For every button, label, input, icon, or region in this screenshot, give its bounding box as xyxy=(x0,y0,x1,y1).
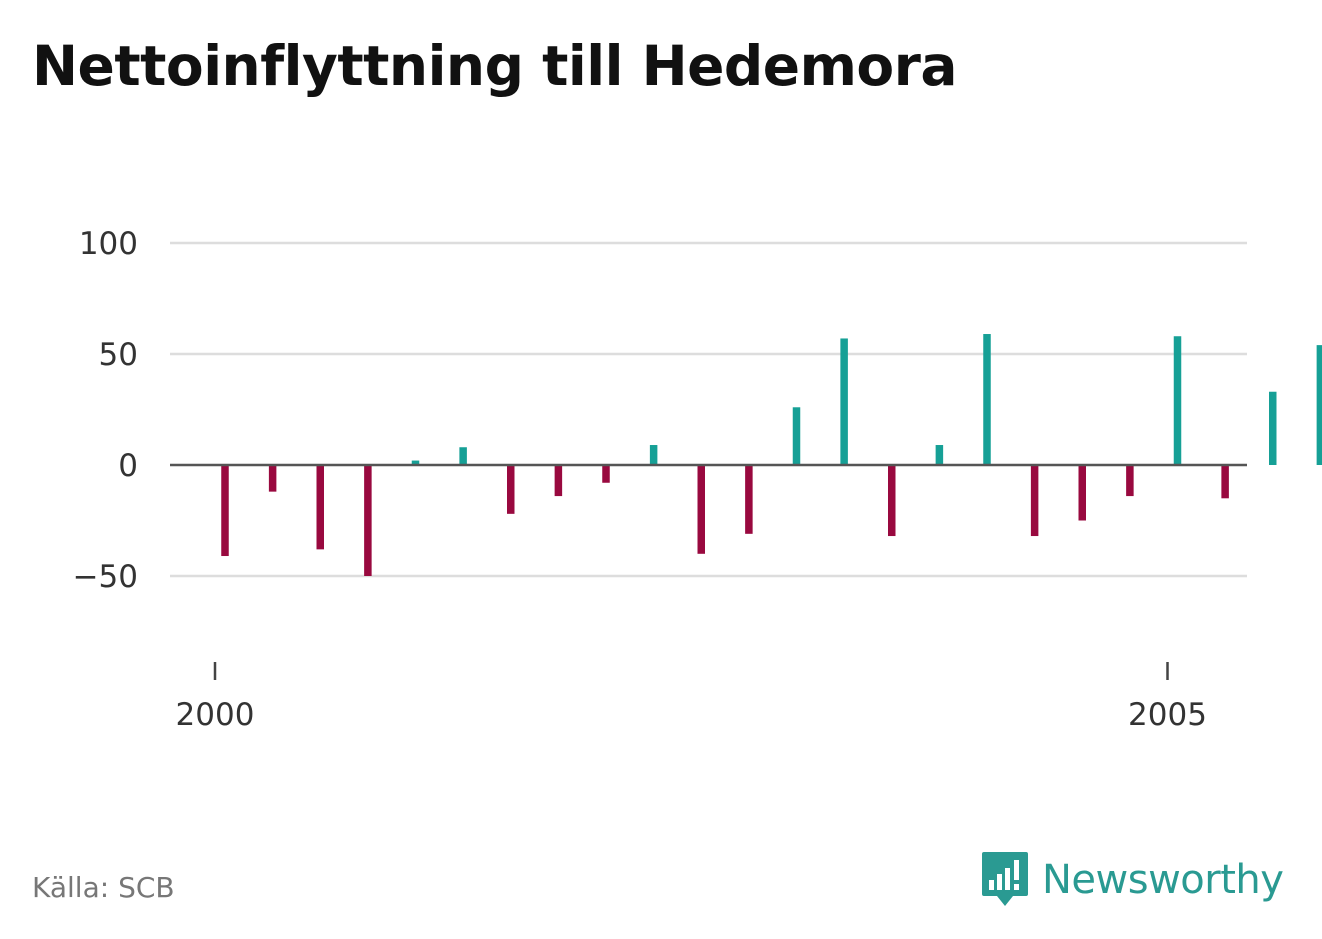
grid-lines xyxy=(170,241,1247,578)
y-tick-label: 0 xyxy=(118,448,138,484)
brand-name: Newsworthy xyxy=(1042,857,1284,903)
y-tick-label: −50 xyxy=(73,559,138,595)
bar xyxy=(507,465,515,514)
bar xyxy=(554,465,563,497)
bar xyxy=(1030,465,1039,537)
bar xyxy=(411,460,420,465)
y-axis: 100 50 0 −50 xyxy=(73,226,138,595)
source-label: Källa: SCB xyxy=(32,871,175,904)
bar xyxy=(1078,465,1086,521)
bar xyxy=(316,465,324,550)
bar xyxy=(602,465,610,483)
bar xyxy=(697,465,705,554)
bar xyxy=(840,338,848,465)
x-axis: 200020052010201520202025 xyxy=(176,662,1207,733)
y-tick-label: 100 xyxy=(79,226,138,262)
bar xyxy=(1221,465,1229,499)
bars xyxy=(221,334,1322,576)
bar xyxy=(935,445,944,465)
x-tick-label: 2000 xyxy=(176,697,255,733)
bar xyxy=(1126,465,1134,497)
x-tick-label: 2005 xyxy=(1128,697,1207,733)
bar xyxy=(364,465,372,576)
newsworthy-logo-icon xyxy=(982,852,1028,906)
bar xyxy=(983,334,991,465)
bar xyxy=(888,465,896,537)
bar xyxy=(649,445,658,465)
chart-title: Nettoinflyttning till Hedemora xyxy=(32,34,957,98)
bar xyxy=(792,407,801,465)
bar xyxy=(221,465,229,557)
bar xyxy=(1316,345,1322,465)
bar xyxy=(745,465,753,534)
bar xyxy=(1269,391,1277,465)
bar xyxy=(459,447,467,465)
brand[interactable]: Newsworthy xyxy=(980,850,1284,910)
bar xyxy=(1173,336,1182,465)
bar xyxy=(268,465,277,492)
y-tick-label: 50 xyxy=(99,337,138,373)
